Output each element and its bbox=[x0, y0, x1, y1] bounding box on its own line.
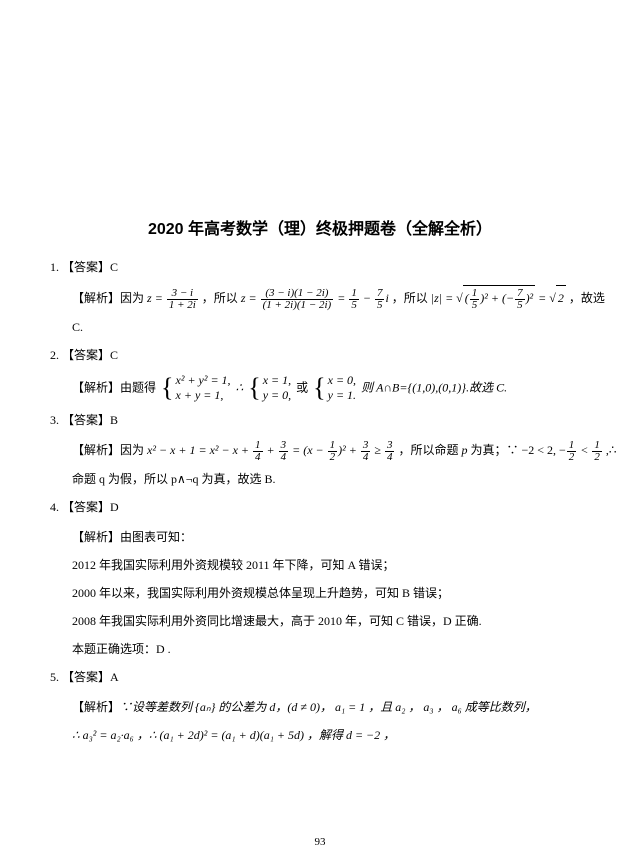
q3-f1: 14 bbox=[253, 440, 263, 463]
q2-system2: x = 1,y = 0, bbox=[248, 373, 291, 404]
explain-label: 【解析】 bbox=[72, 443, 120, 457]
q3-f7: 12 bbox=[592, 440, 602, 463]
q1-radical-sign bbox=[456, 291, 463, 305]
q1-answer-line: 1. 【答案】C bbox=[50, 255, 590, 279]
q5-answer: A bbox=[110, 670, 119, 684]
q2-sys3-l1: x = 0, bbox=[328, 373, 356, 389]
q1-frac3: 15 bbox=[349, 288, 359, 311]
q4-answer: D bbox=[110, 500, 119, 514]
answer-label: 【答案】 bbox=[62, 260, 110, 274]
explain-label: 【解析】 bbox=[72, 530, 120, 544]
q2-sys1-l2: x + y = 1, bbox=[176, 388, 231, 404]
q3-explain-line1: 【解析】因为 x² − x + 1 = x² − x + 14 + 34 = (… bbox=[72, 438, 590, 463]
q1-conclusion: C. bbox=[72, 315, 590, 339]
q3-answer-line: 3. 【答案】B bbox=[50, 408, 590, 432]
q1-i: i bbox=[385, 291, 388, 305]
q5-explain-line2: ∴ a₃² = a₂·a₆ ，∴ (a₁ + 2d)² = (a₁ + d)(a… bbox=[72, 723, 590, 747]
q2-or: 或 bbox=[296, 380, 311, 394]
q4-l1: 2012 年我国实际利用外资规模较 2011 年下降，可知 A 错误； bbox=[72, 553, 590, 577]
q2-system1: x² + y² = 1,x + y = 1, bbox=[161, 373, 231, 404]
q1-eq2: = bbox=[538, 291, 549, 305]
answer-label: 【答案】 bbox=[62, 413, 110, 427]
q1-radical-sign2 bbox=[549, 291, 556, 305]
q5-number: 5. bbox=[50, 670, 59, 684]
q1-math-z-expand: z = bbox=[241, 291, 260, 305]
q1-expl-pre: 因为 bbox=[120, 291, 147, 305]
q4-expl: 由图表可知： bbox=[120, 530, 192, 544]
q1-explain-line1: 【解析】因为 z = 3 − i1 + 2i ，所以 z = (3 − i)(1… bbox=[72, 285, 590, 311]
q2-sys2-l2: y = 0, bbox=[263, 388, 291, 404]
q2-explain-line: 【解析】由题得 x² + y² = 1,x + y = 1, ∴ x = 1,y… bbox=[72, 373, 590, 404]
explain-label: 【解析】 bbox=[72, 700, 120, 714]
q3-answer: B bbox=[110, 413, 118, 427]
q1-math-z-def: z = bbox=[147, 291, 166, 305]
q2-sys2-l1: x = 1, bbox=[263, 373, 291, 389]
q1-mid1: ，所以 bbox=[202, 291, 241, 305]
q3-mid: ，所以命题 p 为真；∵ −2 < 2, − bbox=[398, 443, 565, 457]
q1-abs-z: |z| = bbox=[431, 291, 456, 305]
q1-sqrt-body: (15)² + (−75)² bbox=[463, 285, 535, 311]
answer-label: 【答案】 bbox=[62, 500, 110, 514]
q1-answer: C bbox=[110, 260, 118, 274]
explain-label: 【解析】 bbox=[72, 380, 120, 394]
q1-frac4: 75 bbox=[375, 288, 385, 311]
q4-answer-line: 4. 【答案】D bbox=[50, 495, 590, 519]
q2-number: 2. bbox=[50, 348, 59, 362]
q1-eq1: = bbox=[337, 291, 348, 305]
q1-minus: − bbox=[360, 291, 374, 305]
document-title: 2020 年高考数学（理）终极押题卷（全解全析） bbox=[50, 215, 590, 239]
q2-answer-line: 2. 【答案】C bbox=[50, 343, 590, 367]
q3-expl-pre: 因为 bbox=[120, 443, 147, 457]
q1-number: 1. bbox=[50, 260, 59, 274]
answer-label: 【答案】 bbox=[62, 348, 110, 362]
q3-f3: 12 bbox=[328, 440, 338, 463]
q2-therefore: ∴ bbox=[236, 380, 244, 394]
q3-number: 3. bbox=[50, 413, 59, 427]
q4-explain-line: 【解析】由图表可知： bbox=[72, 525, 590, 549]
explain-label: 【解析】 bbox=[72, 291, 120, 305]
q2-sys3-l2: y = 1. bbox=[328, 388, 356, 404]
q2-expl-pre: 由题得 bbox=[120, 380, 159, 394]
q5-explain-line1: 【解析】∵设等差数列 {aₙ} 的公差为 d，(d ≠ 0)， a₁ = 1 ，… bbox=[72, 695, 590, 719]
q5-l2: ∴ a₃² = a₂·a₆ ，∴ (a₁ + 2d)² = (a₁ + d)(a… bbox=[72, 728, 395, 742]
q2-answer: C bbox=[110, 348, 118, 362]
q2-sys1-l1: x² + y² = 1, bbox=[176, 373, 231, 389]
answer-label: 【答案】 bbox=[62, 670, 110, 684]
q3-f5: 34 bbox=[385, 440, 395, 463]
q4-number: 4. bbox=[50, 500, 59, 514]
q1-frac1: 3 − i1 + 2i bbox=[167, 288, 198, 311]
q3-math: x² − x + 1 = x² − x + bbox=[147, 443, 252, 457]
q3-f4: 34 bbox=[361, 440, 371, 463]
q3-f2: 34 bbox=[279, 440, 289, 463]
q1-frac2: (3 − i)(1 − 2i)(1 + 2i)(1 − 2i) bbox=[261, 288, 334, 311]
q4-l3: 2008 年我国实际利用外资同比增速最大，高于 2010 年，可知 C 错误，D… bbox=[72, 609, 590, 633]
q1-sqrt2: 2 bbox=[556, 285, 566, 310]
q3-explain-line2: 命题 q 为假，所以 p∧¬q 为真，故选 B. bbox=[72, 467, 590, 491]
q1-mid2: ，所以 bbox=[392, 291, 431, 305]
page: 2020 年高考数学（理）终极押题卷（全解全析） 1. 【答案】C 【解析】因为… bbox=[0, 0, 640, 866]
q1-tail: ，故选 bbox=[569, 291, 605, 305]
q5-answer-line: 5. 【答案】A bbox=[50, 665, 590, 689]
q4-l4: 本题正确选项：D . bbox=[72, 637, 590, 661]
q2-set: 则 A∩B={(1,0),(0,1)}.故选 C. bbox=[361, 380, 507, 394]
q4-l2: 2000 年以来，我国实际利用外资规模总体呈现上升趋势，可知 B 错误； bbox=[72, 581, 590, 605]
page-number: 93 bbox=[0, 836, 640, 848]
q5-expl-pre: ∵设等差数列 {aₙ} 的公差为 d，(d ≠ 0)， a₁ = 1 ，且 a₂… bbox=[120, 700, 537, 714]
q2-system3: x = 0,y = 1. bbox=[313, 373, 356, 404]
q3-f6: 12 bbox=[567, 440, 577, 463]
